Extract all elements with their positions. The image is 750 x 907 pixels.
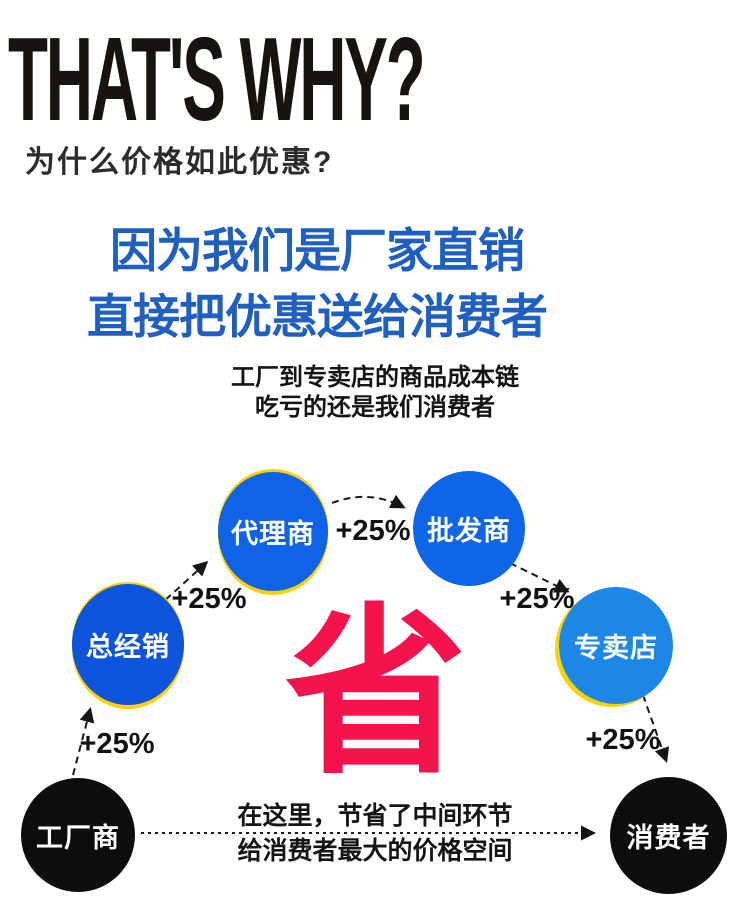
increment-factory-general: +25% [79,728,155,760]
headline: 因为我们是厂家直销 直接把优惠送给消费者 [0,218,634,350]
node-agent: 代理商 [218,472,328,591]
cost-chain-note-line1: 工厂到专卖店的商品成本链 [231,364,519,391]
page-title-text: THAT'S WHY? [8,13,426,146]
save-glyph: 省 [285,591,467,795]
node-consumer-label: 消费者 [626,823,711,853]
node-general-distributor-label: 总经销 [86,632,170,662]
cost-chain-note-line2: 吃亏的还是我们消费者 [255,394,495,421]
bottom-note-line2: 给消费者最大的价格空间 [237,837,513,865]
arrow-agent-to-wholesaler [331,494,406,509]
node-factory-label: 工厂商 [36,822,120,853]
node-factory: 工厂商 [21,778,135,892]
increment-general-agent: +25% [171,583,247,615]
increment-wholesaler-store: +25% [499,583,575,615]
bottom-note: 在这里，节省了中间环节 给消费者最大的价格空间 [0,799,750,869]
headline-line2: 直接把优惠送给消费者 [87,290,548,343]
increment-store-consumer: +25% [585,724,661,756]
node-exclusive-store-label: 专卖店 [574,633,658,663]
node-wholesaler: 批发商 [413,471,525,586]
cost-chain-note: 工厂到专卖店的商品成本链 吃亏的还是我们消费者 [0,363,750,423]
increment-agent-wholesaler: +25% [335,515,411,547]
node-wholesaler-label: 批发商 [427,516,511,546]
node-agent-label: 代理商 [231,519,315,549]
node-general-distributor: 总经销 [72,584,184,705]
page-title: THAT'S WHY? [8,20,750,139]
page-subtitle: 为什么价格如此优惠? [25,146,334,179]
node-consumer: 消费者 [610,777,727,894]
bottom-note-line1: 在这里，节省了中间环节 [237,802,513,830]
headline-line1: 因为我们是厂家直销 [110,224,525,277]
node-exclusive-store: 专卖店 [559,587,673,704]
